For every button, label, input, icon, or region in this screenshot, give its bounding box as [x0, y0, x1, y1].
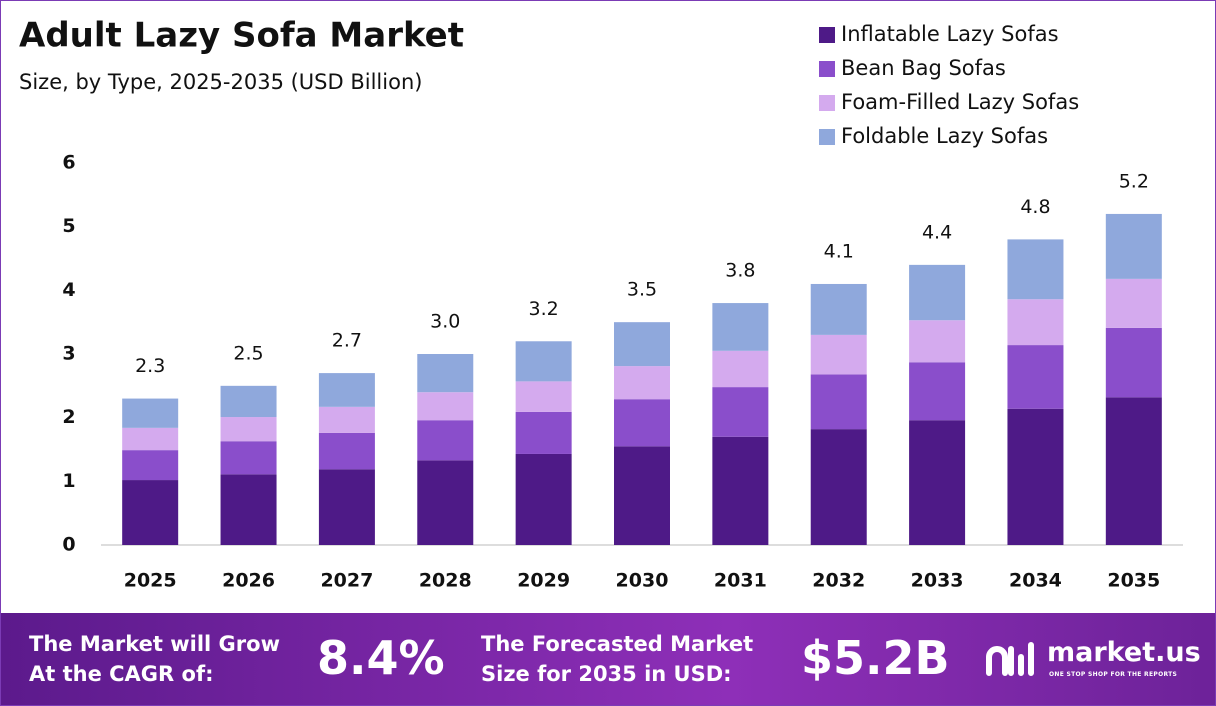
y-tick-label: 4 [62, 279, 75, 301]
bar-segment [1007, 408, 1064, 545]
total-label: 2.7 [332, 330, 362, 352]
total-label: 3.2 [529, 298, 559, 320]
bar-segment [122, 450, 179, 481]
x-tick-label: 2025 [124, 570, 177, 592]
bar-segment [614, 366, 670, 400]
bar-segment [712, 303, 769, 351]
bar-segment [318, 406, 375, 433]
total-label: 3.0 [430, 311, 460, 333]
legend-swatch [819, 61, 835, 77]
bar-segment [515, 381, 572, 412]
bar-segment [712, 436, 769, 545]
bar-segment [515, 341, 572, 382]
text-line: Size for 2035 in USD: [481, 662, 732, 686]
legend-swatch [819, 95, 835, 111]
bar-segment [417, 392, 474, 421]
logo-icon [986, 642, 1034, 676]
x-tick-label: 2030 [616, 570, 669, 592]
x-tick-label: 2034 [1009, 570, 1062, 592]
bar-segment [417, 460, 474, 545]
bar-segment [810, 374, 867, 430]
x-tick-label: 2035 [1107, 570, 1160, 592]
bar-segment [810, 334, 867, 375]
text-line: At the CAGR of: [29, 662, 214, 686]
bar-segment [515, 411, 572, 454]
bar-segment [909, 362, 966, 421]
text-line: The Forecasted Market [481, 632, 754, 656]
bar-segment [712, 350, 769, 388]
y-tick-label: 1 [62, 470, 75, 492]
total-label: 4.1 [824, 240, 854, 262]
bar-segment [1105, 397, 1162, 545]
bar-segment [810, 283, 867, 335]
bar-segment [1105, 278, 1162, 328]
bar-segment [220, 385, 277, 418]
y-tick-label: 6 [62, 152, 75, 174]
total-label: 5.2 [1119, 170, 1149, 192]
chart-subtitle: Size, by Type, 2025-2035 (USD Billion) [19, 70, 422, 94]
total-label: 2.5 [233, 342, 263, 364]
bar-segment [318, 373, 375, 407]
legend-label: Bean Bag Sofas [841, 56, 1006, 80]
x-tick-label: 2026 [222, 570, 275, 592]
bar-segment [909, 320, 966, 363]
bar-segment [220, 474, 277, 545]
forecast-text: The Forecasted Market Size for 2035 in US… [481, 629, 753, 689]
bar-segment [417, 354, 474, 393]
total-label: 4.8 [1020, 196, 1050, 218]
logo-tagline: ONE STOP SHOP FOR THE REPORTS [1049, 671, 1178, 678]
chart-title: Adult Lazy Sofa Market [19, 16, 464, 56]
chart: Adult Lazy Sofa Market Size, by Type, 20… [19, 16, 1183, 592]
x-tick-label: 2027 [320, 570, 373, 592]
total-label: 3.5 [627, 279, 657, 301]
footer-banner: The Market will Grow At the CAGR of: 8.4%… [1, 613, 1215, 705]
legend-label: Foam-Filled Lazy Sofas [841, 90, 1079, 114]
x-tick-label: 2032 [812, 570, 865, 592]
total-label: 4.4 [922, 221, 952, 243]
cagr-value: 8.4% [317, 631, 445, 685]
bar-segment [1007, 299, 1064, 346]
bar-segment [1105, 213, 1162, 279]
total-label: 2.3 [135, 355, 165, 377]
bar-segment [417, 420, 474, 461]
y-tick-label: 3 [62, 343, 75, 365]
bar-segment [1007, 345, 1064, 409]
bar-segment [614, 322, 670, 367]
bar-segment [515, 453, 572, 545]
logo-text: market.us [1047, 637, 1201, 668]
text-line: The Market will Grow [29, 632, 280, 656]
bar-segment [220, 441, 277, 475]
total-label: 3.8 [725, 260, 755, 282]
legend-swatch [819, 129, 835, 145]
bar-segment [1105, 327, 1162, 398]
legend-swatch [819, 27, 835, 43]
y-tick-label: 0 [62, 534, 75, 556]
cagr-text: The Market will Grow At the CAGR of: [29, 629, 280, 689]
bar-segment [122, 480, 179, 545]
bar-segment [909, 264, 966, 321]
legend-label: Foldable Lazy Sofas [841, 124, 1048, 148]
x-tick-label: 2031 [714, 570, 767, 592]
bar-segment [318, 469, 375, 545]
y-tick-label: 5 [62, 215, 75, 237]
forecast-value: $5.2B [801, 631, 950, 685]
bar-segment [318, 432, 375, 470]
bar-segment [909, 420, 966, 545]
bar-segment [220, 417, 277, 442]
bar-segment [122, 398, 179, 428]
x-tick-label: 2033 [911, 570, 964, 592]
bar-segment [1007, 239, 1064, 300]
bar-segment [712, 387, 769, 437]
bar-segment [614, 399, 670, 447]
bar-segment [122, 427, 179, 451]
bar-segment [614, 446, 670, 545]
x-tick-label: 2029 [517, 570, 570, 592]
bar-segment [810, 429, 867, 545]
x-tick-label: 2028 [419, 570, 472, 592]
y-tick-label: 2 [62, 406, 75, 428]
legend-label: Inflatable Lazy Sofas [841, 22, 1059, 46]
